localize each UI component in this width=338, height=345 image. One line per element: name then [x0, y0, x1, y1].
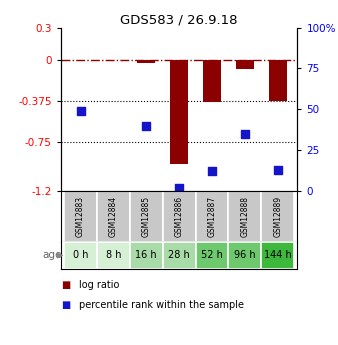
Point	[209, 169, 215, 174]
Bar	[130, 191, 163, 242]
Text: ■: ■	[61, 280, 70, 289]
Point	[176, 185, 182, 190]
Text: GSM12884: GSM12884	[109, 196, 118, 237]
Text: 8 h: 8 h	[106, 250, 121, 260]
Bar	[163, 242, 196, 269]
Bar	[261, 191, 294, 242]
Text: GSM12888: GSM12888	[240, 196, 249, 237]
Bar	[130, 242, 163, 269]
Text: 52 h: 52 h	[201, 250, 223, 260]
Point	[242, 131, 247, 137]
Text: ■: ■	[61, 300, 70, 310]
Bar	[97, 191, 130, 242]
Text: 96 h: 96 h	[234, 250, 256, 260]
Text: GSM12883: GSM12883	[76, 196, 85, 237]
Bar	[64, 191, 97, 242]
Bar	[137, 60, 155, 63]
Text: 144 h: 144 h	[264, 250, 292, 260]
Text: 0 h: 0 h	[73, 250, 88, 260]
Text: GSM12889: GSM12889	[273, 196, 282, 237]
Text: age: age	[42, 250, 62, 260]
Bar	[228, 191, 261, 242]
Point	[78, 108, 83, 114]
Bar	[269, 60, 287, 101]
Bar	[97, 242, 130, 269]
Point	[275, 167, 281, 172]
Text: percentile rank within the sample: percentile rank within the sample	[79, 300, 244, 310]
Bar	[203, 60, 221, 102]
Bar	[196, 191, 228, 242]
Bar	[64, 242, 97, 269]
Title: GDS583 / 26.9.18: GDS583 / 26.9.18	[120, 13, 238, 27]
Bar	[236, 60, 254, 69]
Text: log ratio: log ratio	[79, 280, 120, 289]
Bar	[261, 242, 294, 269]
Point	[144, 123, 149, 128]
Text: GSM12885: GSM12885	[142, 196, 151, 237]
Bar	[196, 242, 228, 269]
Bar	[163, 191, 196, 242]
Text: 28 h: 28 h	[168, 250, 190, 260]
Text: GSM12887: GSM12887	[208, 196, 217, 237]
Text: GSM12886: GSM12886	[175, 196, 184, 237]
Bar	[228, 242, 261, 269]
Text: 16 h: 16 h	[136, 250, 157, 260]
Bar	[170, 60, 188, 164]
